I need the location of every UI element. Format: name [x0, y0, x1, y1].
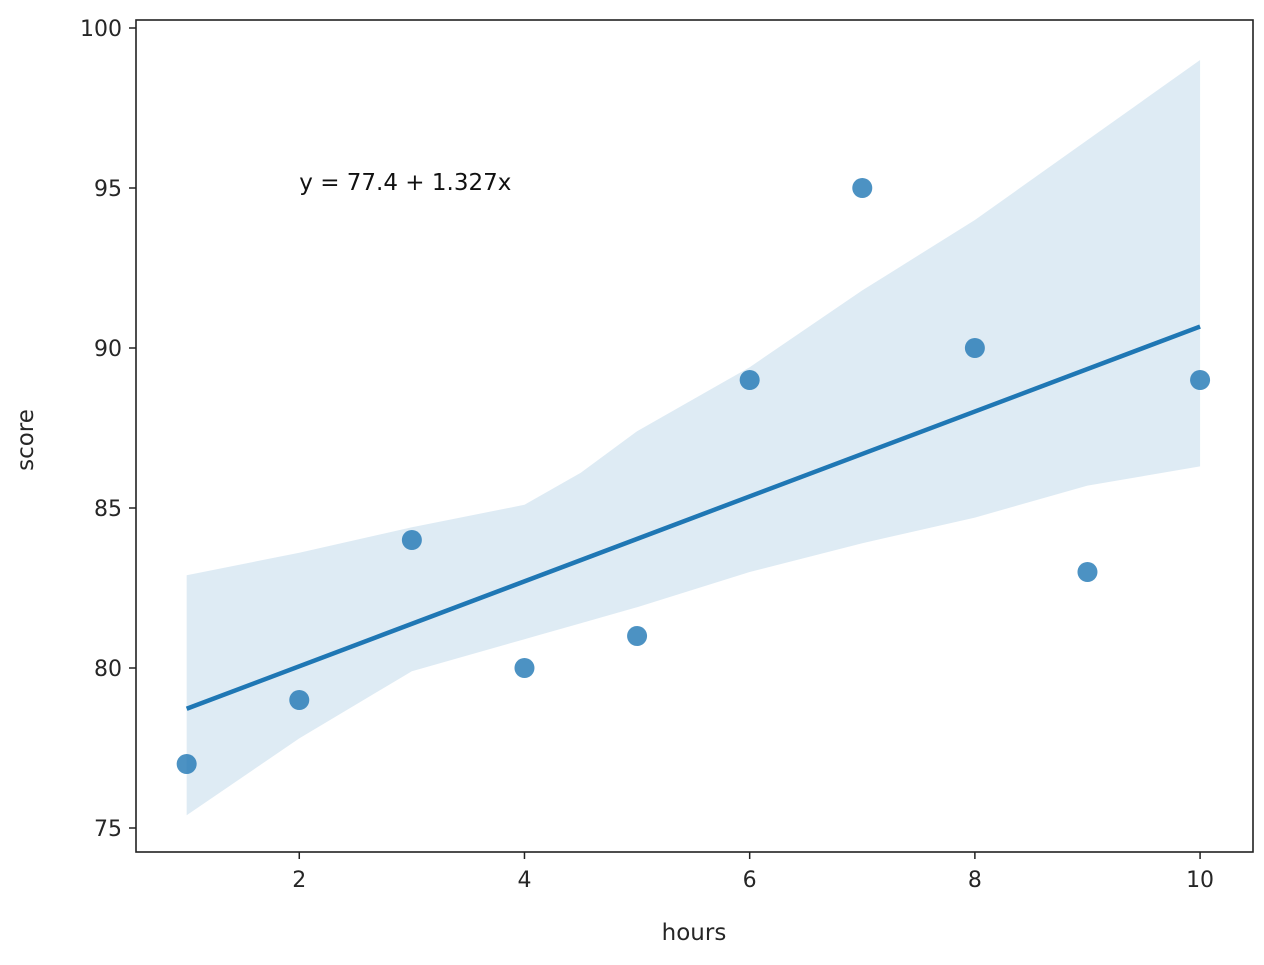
- data-point: [514, 658, 535, 678]
- y-tick-label: 75: [94, 817, 122, 842]
- x-tick-label: 8: [968, 868, 982, 893]
- data-point: [964, 338, 985, 358]
- data-point: [627, 626, 648, 646]
- x-tick-label: 6: [743, 868, 757, 893]
- x-axis-label: hours: [662, 920, 727, 946]
- data-point: [176, 754, 197, 774]
- y-tick-label: 85: [94, 497, 122, 522]
- regression-line: [185, 324, 1201, 711]
- plot-frame: [135, 19, 1254, 853]
- regression-equation: y = 77.4 + 1.327x: [299, 170, 511, 196]
- y-tick-label: 100: [80, 17, 122, 42]
- y-tick-label: 95: [94, 177, 122, 202]
- confidence-band: [186, 60, 1201, 816]
- data-point: [852, 178, 873, 198]
- data-point: [1190, 370, 1211, 390]
- x-tick-label: 4: [517, 868, 531, 893]
- data-point: [739, 370, 760, 390]
- x-tick-label: 2: [292, 868, 306, 893]
- data-point: [1077, 562, 1098, 582]
- x-tick-label: 10: [1186, 868, 1214, 893]
- y-tick-label: 80: [94, 657, 122, 682]
- data-point: [401, 530, 422, 550]
- y-tick-label: 90: [94, 337, 122, 362]
- data-point: [289, 690, 310, 710]
- y-axis-label: score: [13, 409, 39, 471]
